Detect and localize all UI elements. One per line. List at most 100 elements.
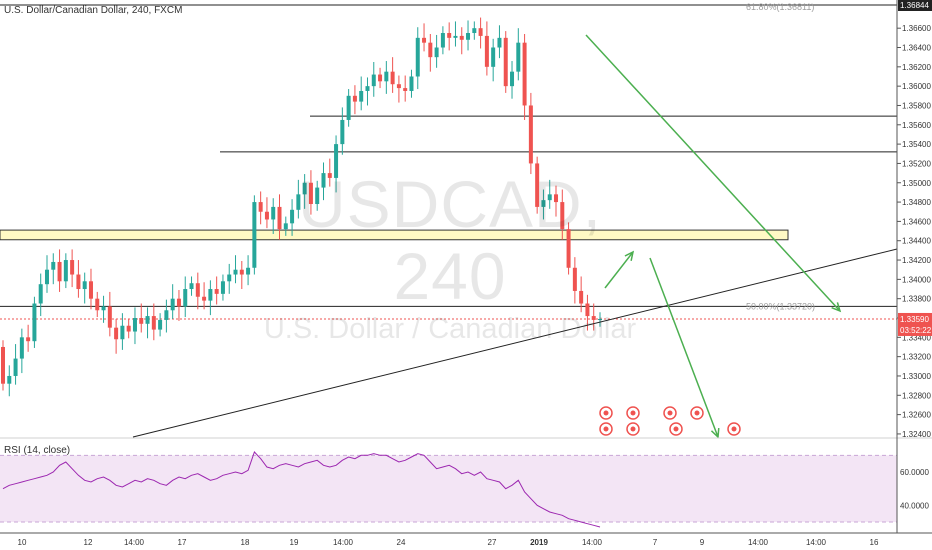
price-tick-label: 1.34400 [902, 237, 931, 246]
candle-body [415, 37, 420, 77]
candle-body [352, 95, 357, 102]
price-tick-label: 1.36400 [902, 44, 931, 53]
candle-body [572, 267, 577, 291]
countdown-badge: 03:52:22 [900, 326, 932, 335]
candle-body [422, 37, 427, 43]
symbol-legend[interactable]: U.S. Dollar/Canadian Dollar, 240, FXCM [4, 5, 183, 16]
top-price-badge: 1.36844 [900, 1, 929, 10]
main-pane [0, 0, 897, 437]
price-tick-label: 1.36000 [902, 82, 931, 91]
candle-body [472, 28, 477, 34]
candle-body [233, 269, 238, 275]
price-tick-label: 1.36600 [902, 24, 931, 33]
candle-body [346, 95, 351, 120]
candle-body [384, 71, 389, 82]
candle-body [359, 90, 364, 102]
candle-body [491, 47, 496, 67]
candle-body [114, 327, 119, 340]
bounce-arrow-head [624, 250, 635, 261]
candle-body [88, 281, 93, 299]
time-tick-label: 12 [84, 538, 93, 547]
candle-body [227, 274, 232, 282]
candle-body [246, 267, 251, 275]
event-dot [731, 426, 737, 432]
trend-drawings [132, 34, 898, 439]
candle-body [63, 260, 68, 282]
price-axis[interactable]: 1.36600 1.36400 1.36200 1.36000 1.35800 1.356… [896, 0, 932, 533]
price-tick-label: 1.32800 [902, 391, 931, 400]
drop-arrow [649, 257, 719, 438]
candle-body [478, 28, 483, 36]
drop-arrow-head [710, 427, 720, 439]
candle-body [208, 289, 213, 301]
price-tick-label: 1.32600 [902, 411, 931, 420]
candle-body [220, 281, 225, 294]
candle-body [264, 211, 269, 220]
candle-body [151, 316, 156, 330]
candle-body [101, 306, 106, 311]
countdown-badge-bg [898, 323, 932, 336]
event-dot [603, 410, 609, 416]
candle-body [378, 74, 383, 82]
candle-body [302, 182, 307, 195]
time-tick-label: 9 [700, 538, 705, 547]
last-price-badge: 1.33590 [900, 315, 929, 324]
candle-body [13, 358, 18, 376]
candle-body [107, 306, 112, 328]
candle-body [503, 37, 508, 87]
price-tick-label: 1.34000 [902, 275, 931, 284]
candle-body [522, 42, 527, 106]
event-dot [630, 410, 636, 416]
candle-body [7, 375, 12, 384]
rsi-legend[interactable]: RSI (14, close) [4, 445, 71, 456]
rsi-band [0, 455, 897, 522]
price-tick-label: 1.34800 [902, 198, 931, 207]
event-dot [673, 426, 679, 432]
candle-body [447, 33, 452, 38]
uptrend-line [132, 248, 898, 438]
time-tick-label: 14:00 [582, 538, 603, 547]
time-tick-label: 10 [18, 538, 27, 547]
candle-body [497, 37, 502, 48]
candle-body [290, 209, 295, 224]
price-tick-label: 1.32400 [902, 430, 931, 439]
candle-body [365, 86, 370, 91]
candle-body [516, 42, 521, 72]
candle-body [528, 105, 533, 164]
top-price-badge-bg [898, 0, 932, 11]
candle-body [271, 206, 276, 220]
time-tick-label: 14:00 [748, 538, 769, 547]
time-tick-label: 27 [488, 538, 497, 547]
candle-body [296, 194, 301, 210]
time-axis[interactable]: 10 12 14:00 17 18 19 14:00 24 27 2019 14:00 7 9 14:00… [0, 532, 932, 547]
time-tick-label: 14:00 [806, 538, 827, 547]
rsi-line [2, 451, 601, 528]
candle-body [547, 194, 552, 201]
time-tick-label: 14:00 [333, 538, 354, 547]
candle-body [510, 71, 515, 87]
candle-body [321, 173, 326, 188]
candle-body [484, 35, 489, 67]
candle-body [308, 182, 313, 205]
candle-body [371, 74, 376, 87]
economic-events[interactable] [599, 406, 741, 436]
price-tick-label: 1.35400 [902, 140, 931, 149]
candle-body [32, 303, 37, 342]
candle-body [239, 269, 244, 275]
candle-body [76, 274, 81, 290]
bearish-arrow [585, 34, 841, 312]
candle-body [19, 337, 24, 359]
candle-body [70, 260, 75, 275]
time-tick-label: 2019 [530, 538, 548, 547]
price-tick-label: 1.34600 [902, 217, 931, 226]
candle-body [466, 33, 471, 40]
fib-618-label: 61.80%(1.36811) [746, 2, 814, 12]
rsi-pane [0, 437, 932, 528]
candle-body [82, 281, 87, 290]
candle-body [566, 229, 571, 268]
candle-body [126, 325, 131, 332]
price-tick-label: 1.34200 [902, 256, 931, 265]
price-tick-label: 1.33200 [902, 353, 931, 362]
candle-body [453, 35, 458, 38]
